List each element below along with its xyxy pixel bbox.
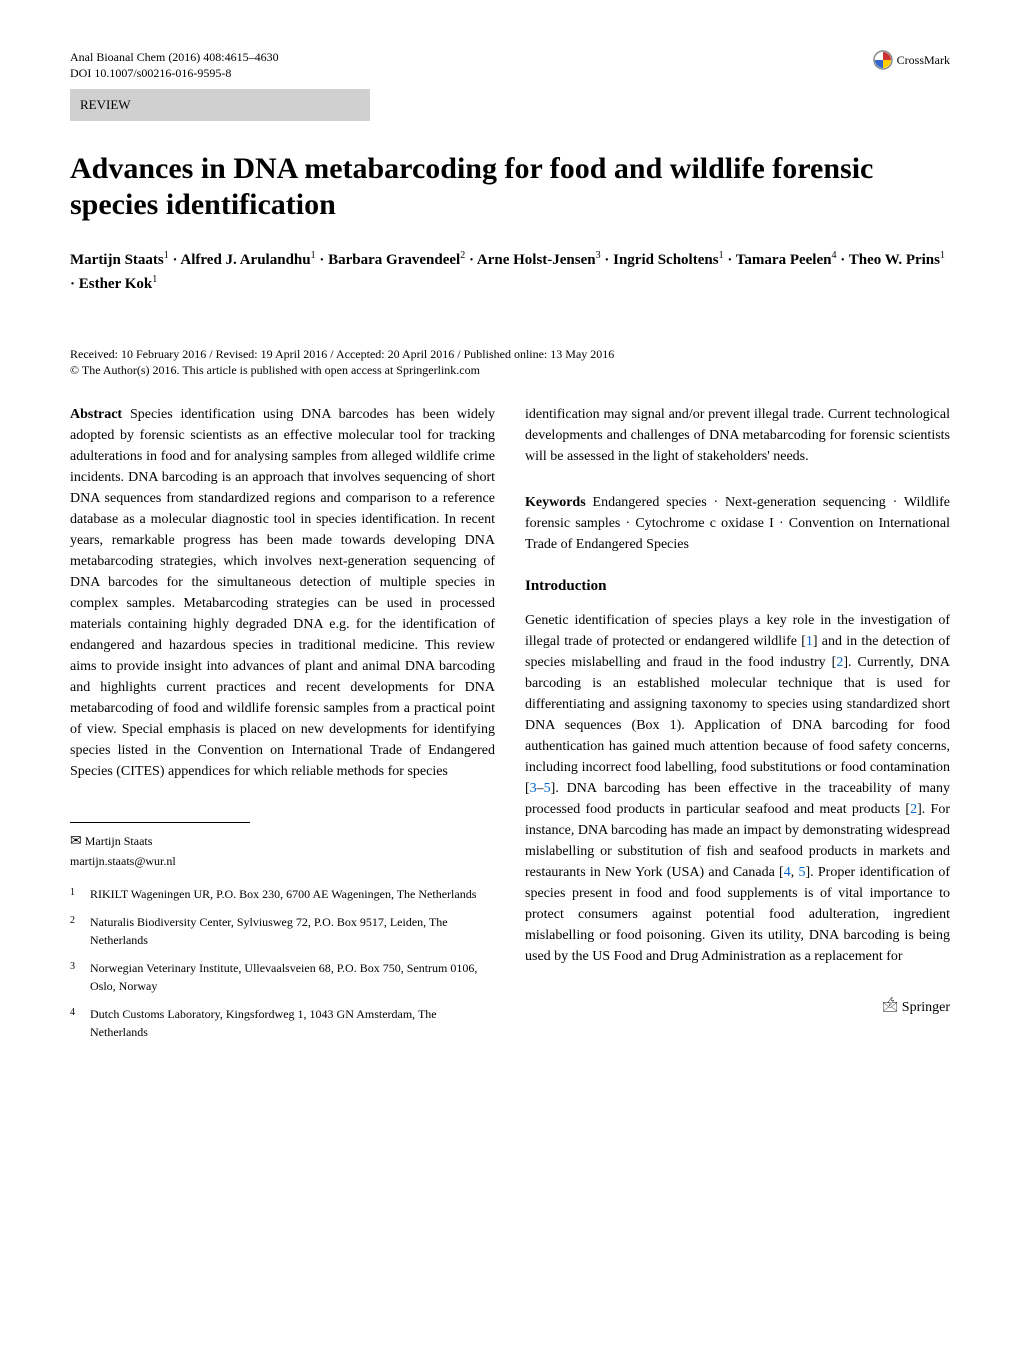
copyright-line: © The Author(s) 2016. This article is pu…: [70, 362, 950, 379]
abstract-heading: Abstract: [70, 407, 122, 422]
affiliation-text: Naturalis Biodiversity Center, Sylviuswe…: [90, 913, 495, 949]
ref-link[interactable]: 5: [544, 781, 551, 796]
affiliation-item: 1 RIKILT Wageningen UR, P.O. Box 230, 67…: [70, 885, 495, 903]
journal-info: Anal Bioanal Chem (2016) 408:4615–4630 D…: [70, 50, 279, 81]
affiliation-number: 2: [70, 913, 90, 949]
right-column: identification may signal and/or prevent…: [525, 404, 950, 1051]
introduction-text: Genetic identification of species plays …: [525, 610, 950, 967]
affiliation-item: 4 Dutch Customs Laboratory, Kingsfordweg…: [70, 1005, 495, 1041]
crossmark-badge[interactable]: CrossMark: [873, 50, 950, 70]
keywords-paragraph: Keywords Endangered species · Next-gener…: [525, 492, 950, 555]
corresponding-email: martijn.staats@wur.nl: [70, 852, 250, 870]
left-column: Abstract Species identification using DN…: [70, 404, 495, 1051]
springer-icon: 🖄: [882, 1000, 898, 1015]
corresponding-line: ✉ Martijn Staats: [70, 831, 250, 852]
article-type: REVIEW: [70, 89, 370, 121]
article-title: Advances in DNA metabarcoding for food a…: [70, 151, 950, 223]
ref-link[interactable]: 3: [530, 781, 537, 796]
affiliation-text: Norwegian Veterinary Institute, Ullevaal…: [90, 959, 495, 995]
doi: DOI 10.1007/s00216-016-9595-8: [70, 66, 279, 82]
abstract-paragraph: Abstract Species identification using DN…: [70, 404, 495, 782]
crossmark-icon: [873, 50, 893, 70]
publisher-name: Springer: [902, 1000, 950, 1015]
corresponding-author-block: ✉ Martijn Staats martijn.staats@wur.nl: [70, 822, 250, 870]
header-row: Anal Bioanal Chem (2016) 408:4615–4630 D…: [70, 50, 950, 81]
abstract-continuation: identification may signal and/or prevent…: [525, 404, 950, 467]
keywords-heading: Keywords: [525, 495, 586, 510]
affiliation-item: 2 Naturalis Biodiversity Center, Sylvius…: [70, 913, 495, 949]
author-list: Martijn Staats1 · Alfred J. Arulandhu1 ·…: [70, 248, 950, 296]
affiliation-item: 3 Norwegian Veterinary Institute, Ulleva…: [70, 959, 495, 995]
affiliation-text: RIKILT Wageningen UR, P.O. Box 230, 6700…: [90, 885, 476, 903]
affiliations-list: 1 RIKILT Wageningen UR, P.O. Box 230, 67…: [70, 885, 495, 1041]
envelope-icon: ✉: [70, 834, 82, 849]
keywords-text: Endangered species · Next-generation seq…: [525, 495, 950, 552]
ref-link[interactable]: 5: [798, 865, 805, 880]
affiliation-number: 3: [70, 959, 90, 995]
corresponding-name: Martijn Staats: [85, 834, 153, 848]
main-content: Abstract Species identification using DN…: [70, 404, 950, 1051]
introduction-heading: Introduction: [525, 575, 950, 598]
abstract-body: Species identification using DNA barcode…: [70, 407, 495, 779]
affiliation-text: Dutch Customs Laboratory, Kingsfordweg 1…: [90, 1005, 495, 1041]
ref-link[interactable]: 4: [784, 865, 791, 880]
journal-citation: Anal Bioanal Chem (2016) 408:4615–4630: [70, 50, 279, 66]
affiliation-number: 4: [70, 1005, 90, 1041]
publication-dates: Received: 10 February 2016 / Revised: 19…: [70, 346, 950, 380]
ref-link[interactable]: 2: [910, 802, 917, 817]
crossmark-label: CrossMark: [897, 51, 950, 69]
ref-link[interactable]: 2: [836, 655, 843, 670]
publisher-footer: 🖄 Springer: [525, 997, 950, 1018]
dates-line: Received: 10 February 2016 / Revised: 19…: [70, 346, 950, 363]
affiliation-number: 1: [70, 885, 90, 903]
ref-link[interactable]: 1: [806, 634, 813, 649]
